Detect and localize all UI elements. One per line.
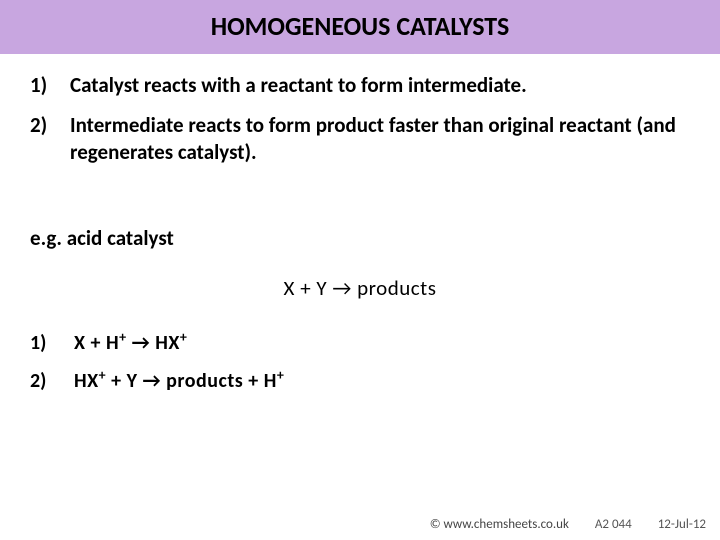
footer-copyright: © www.chemsheets.co.uk (430, 517, 569, 532)
point-row: 1) Catalyst reacts with a reactant to fo… (30, 72, 690, 98)
step-row: 1) X + H+ → HX+ (30, 331, 690, 355)
footer: © www.chemsheets.co.uk A2 044 12-Jul-12 (430, 517, 706, 532)
main-equation: X + Y → products (30, 275, 690, 301)
page-title: HOMOGENEOUS CATALYSTS (0, 10, 720, 42)
footer-date: 12-Jul-12 (658, 517, 706, 532)
example-label: e.g. acid catalyst (30, 225, 690, 251)
title-bar: HOMOGENEOUS CATALYSTS (0, 0, 720, 54)
content-area: 1) Catalyst reacts with a reactant to fo… (0, 54, 720, 393)
point-number: 2) (30, 112, 70, 138)
step-equation: X + H+ → HX+ (74, 331, 187, 355)
step-row: 2) HX+ + Y → products + H+ (30, 369, 690, 393)
point-number: 1) (30, 72, 70, 98)
step-number: 2) (30, 369, 74, 393)
footer-ref: A2 044 (595, 517, 632, 532)
step-number: 1) (30, 331, 74, 355)
step-equation: HX+ + Y → products + H+ (74, 369, 284, 393)
point-text: Intermediate reacts to form product fast… (70, 112, 690, 165)
point-row: 2) Intermediate reacts to form product f… (30, 112, 690, 165)
point-text: Catalyst reacts with a reactant to form … (70, 72, 527, 98)
